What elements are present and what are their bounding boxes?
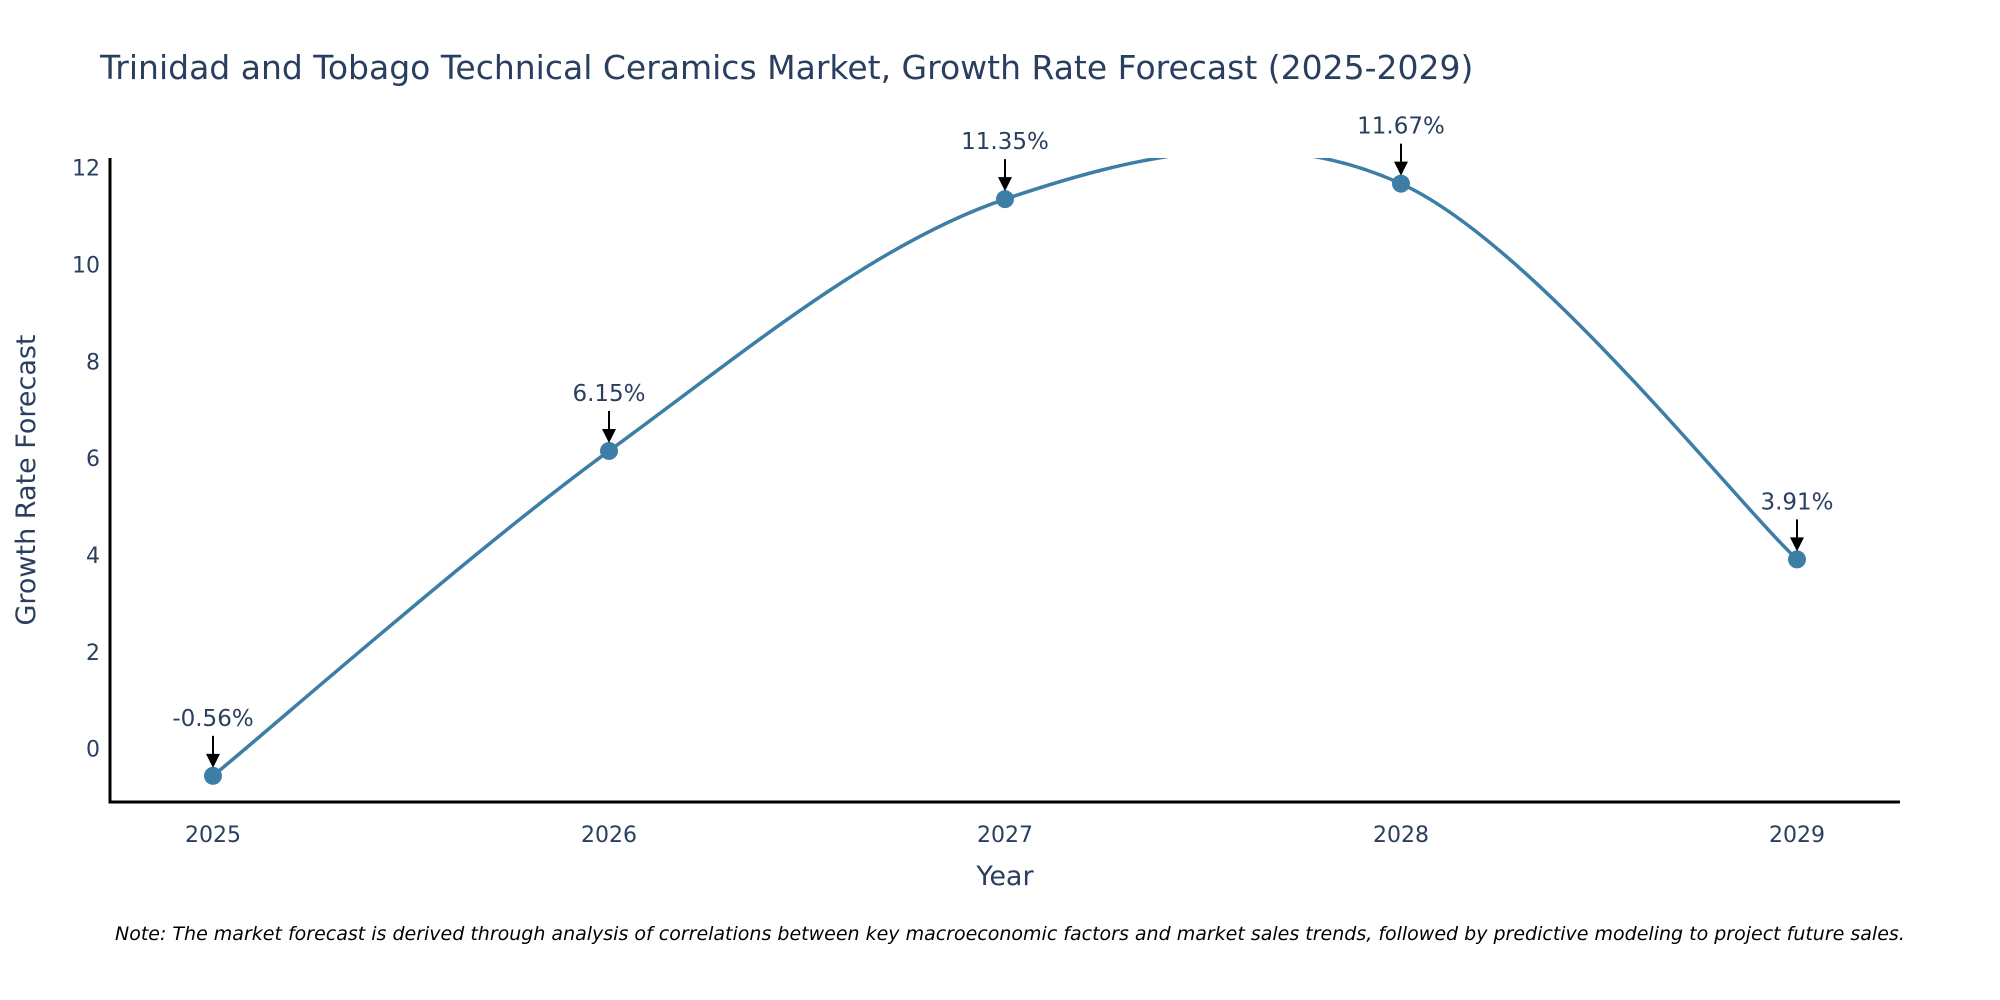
data-label: 11.35% xyxy=(961,129,1049,155)
data-point-2027 xyxy=(996,190,1014,209)
x-axis-title: Year xyxy=(975,861,1034,892)
chart-note: Note: The market forecast is derived thr… xyxy=(115,923,1905,945)
data-label: 11.67% xyxy=(1357,114,1445,140)
data-point-2028 xyxy=(1392,174,1410,193)
data-point-2029 xyxy=(1788,550,1806,569)
y-tick-label: 12 xyxy=(72,157,100,182)
x-tick-label: 2026 xyxy=(581,823,637,848)
data-point-2025 xyxy=(204,766,222,785)
x-tick-label: 2029 xyxy=(1769,823,1825,848)
y-tick-label: 8 xyxy=(86,350,100,375)
data-annotations: -0.56% 6.15% 11.35% 11.67% 3.91% xyxy=(172,114,1834,768)
annotation-arrow-head xyxy=(998,177,1012,192)
data-point-2026 xyxy=(600,441,618,460)
data-label: -0.56% xyxy=(172,706,253,732)
annotation-arrow-head xyxy=(602,428,616,443)
annotation-arrow-head xyxy=(1394,161,1408,176)
y-axis: 0 2 4 6 8 10 12 xyxy=(72,157,112,802)
data-label: 3.91% xyxy=(1760,489,1833,515)
series-line xyxy=(211,158,1799,778)
y-axis-title: Growth Rate Forecast xyxy=(11,334,42,625)
annotation-arrow-head xyxy=(1790,537,1804,552)
data-label: 6.15% xyxy=(572,381,645,407)
x-axis: 2025 2026 2027 2028 2029 xyxy=(108,800,1900,848)
x-tick-label: 2025 xyxy=(185,823,241,848)
y-tick-label: 0 xyxy=(86,738,100,763)
chart-title: Trinidad and Tobago Technical Ceramics M… xyxy=(99,48,1473,87)
annotation-arrow-head xyxy=(206,753,220,768)
y-tick-label: 6 xyxy=(86,447,100,472)
x-tick-label: 2027 xyxy=(977,823,1033,848)
y-tick-label: 2 xyxy=(86,641,100,666)
x-tick-label: 2028 xyxy=(1373,823,1429,848)
y-tick-label: 10 xyxy=(72,254,100,279)
y-tick-label: 4 xyxy=(86,544,100,569)
series-growth-rate xyxy=(204,158,1806,785)
